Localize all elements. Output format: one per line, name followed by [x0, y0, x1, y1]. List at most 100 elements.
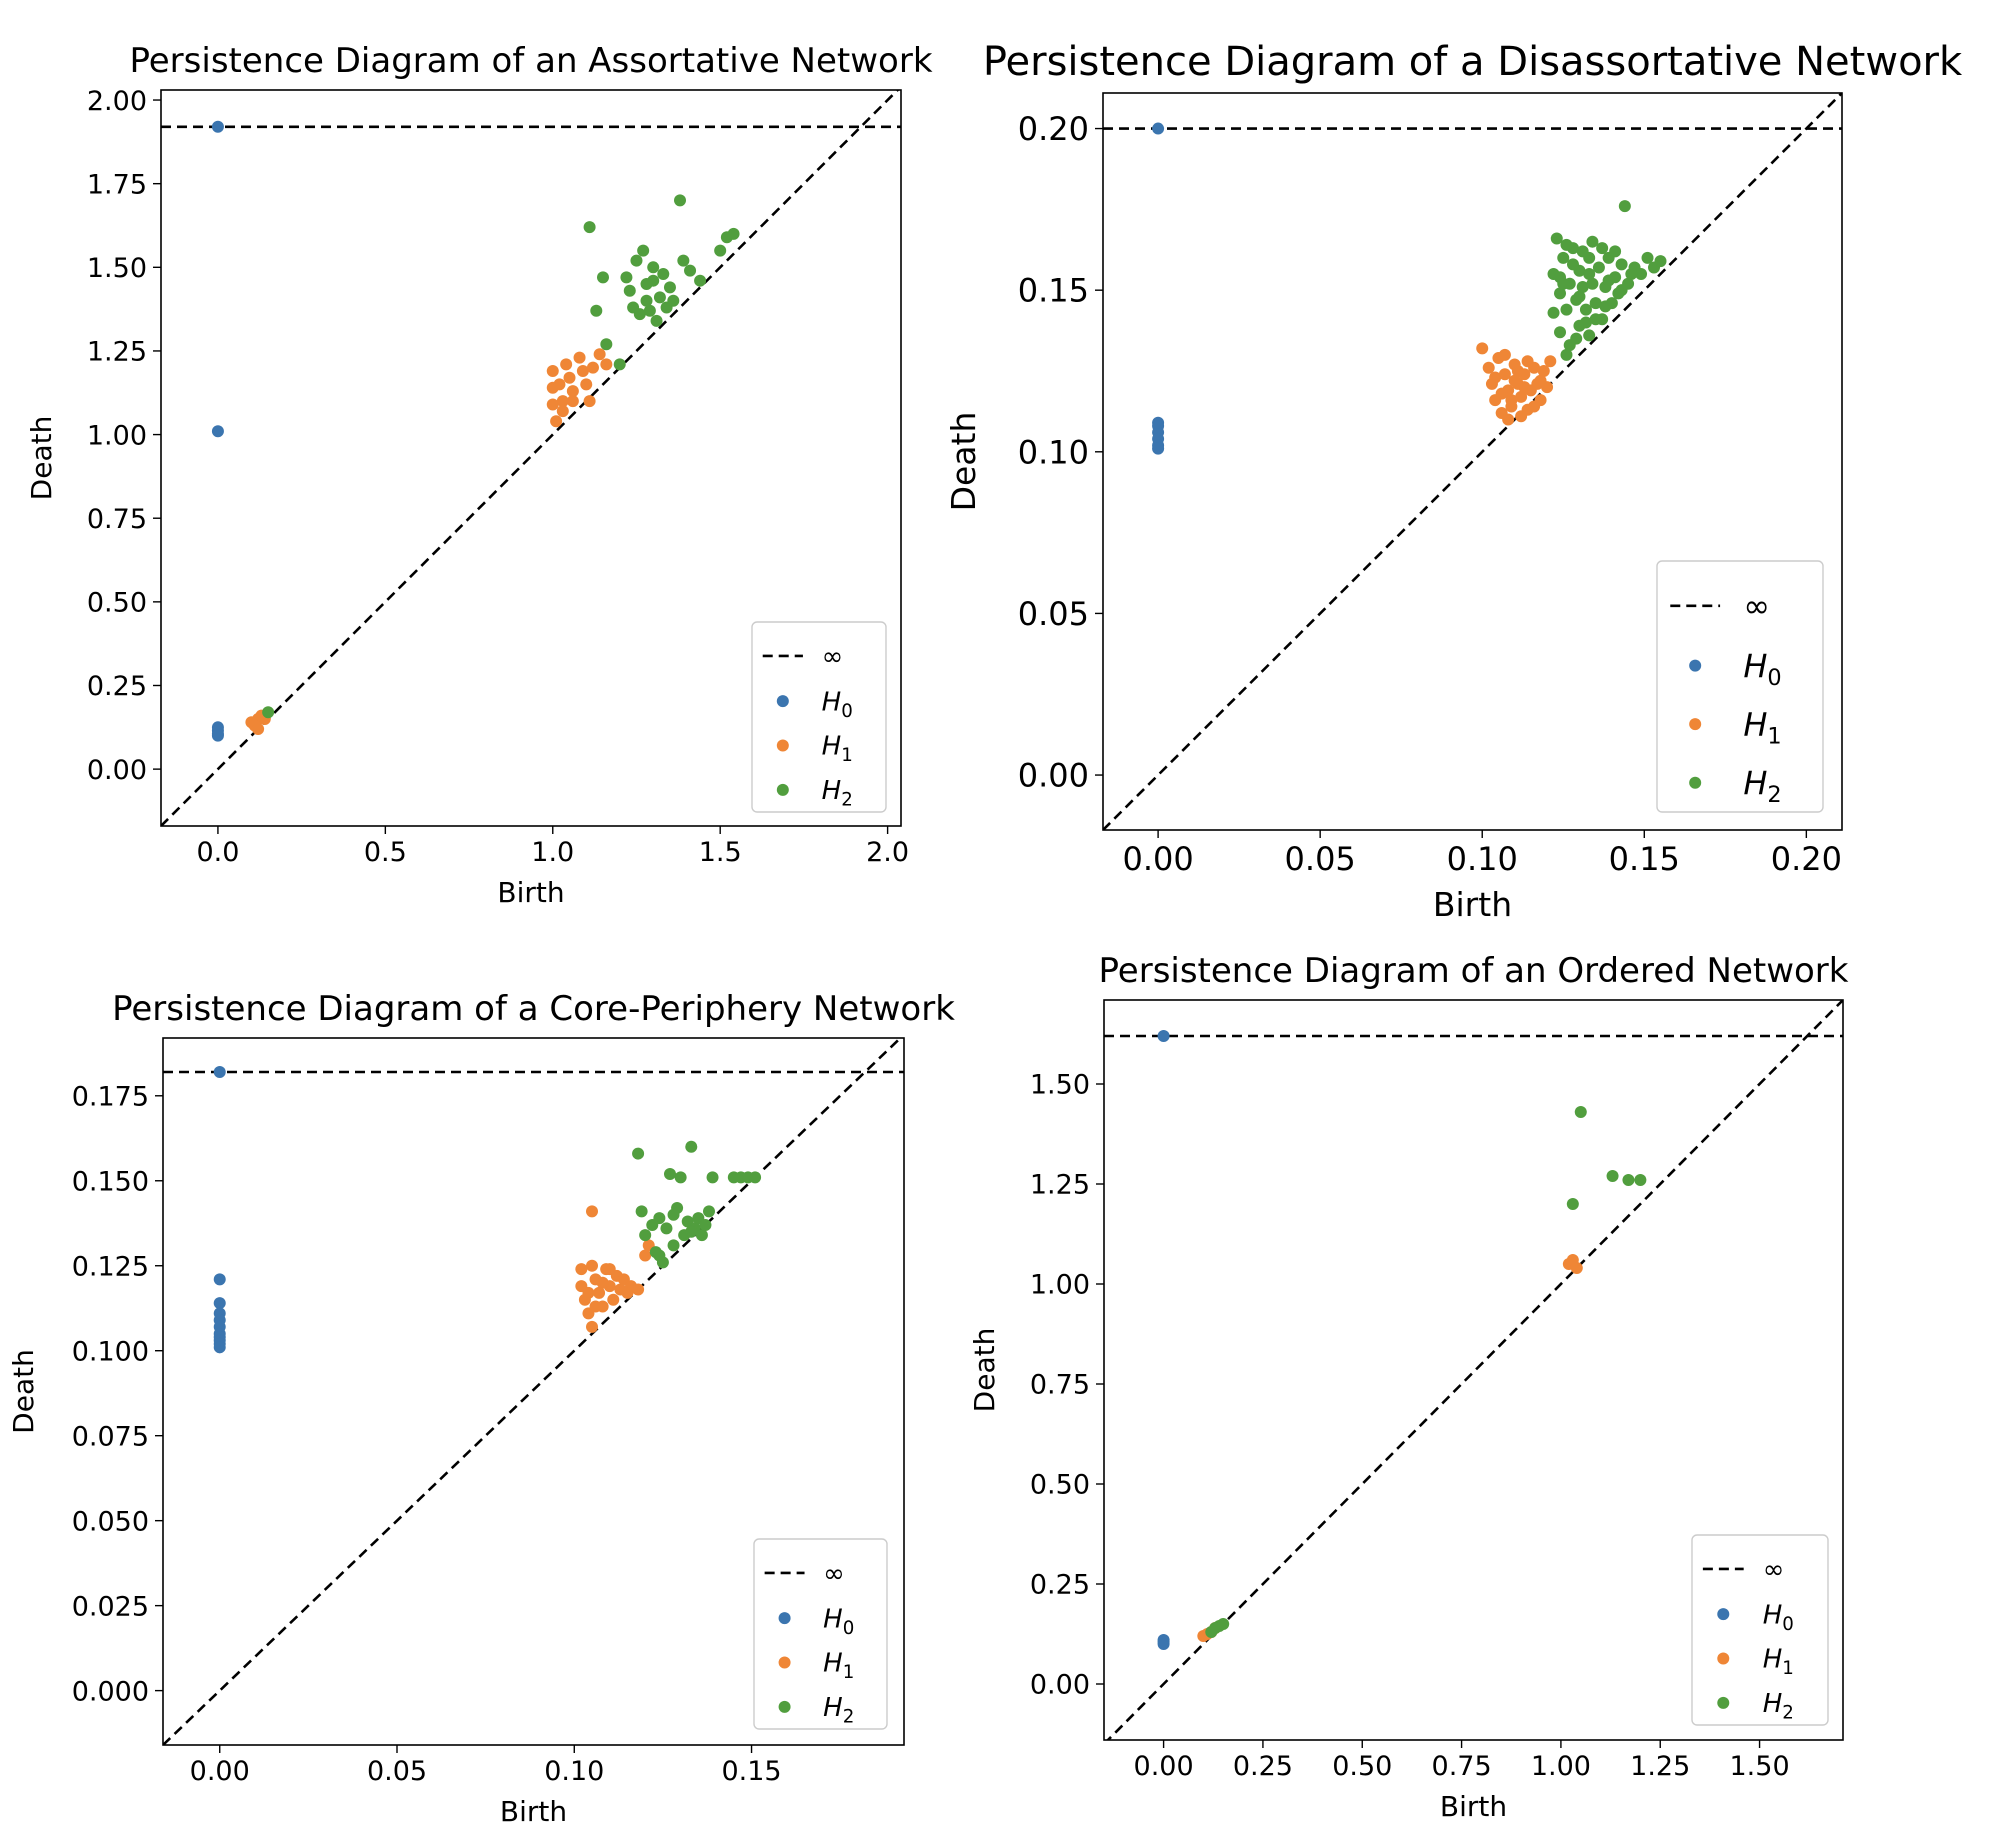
y-axis-label: Death — [968, 1328, 1001, 1413]
data-point-h1 — [1505, 394, 1518, 407]
data-point-h1 — [586, 1320, 598, 1333]
y-tick-label: 0.00 — [1030, 1670, 1090, 1701]
x-tick-label: 0.00 — [1134, 1751, 1194, 1782]
data-point-h2 — [613, 358, 626, 371]
chart-panel-4: Persistence Diagram of an Ordered Networ… — [968, 951, 1849, 1823]
data-point-h2 — [262, 706, 275, 719]
diagonal-line — [161, 90, 900, 826]
data-point-h2 — [1589, 297, 1602, 310]
x-tick-label: 0.15 — [721, 1756, 781, 1787]
data-point-h1 — [1544, 355, 1557, 368]
data-point-h2 — [703, 1205, 715, 1218]
data-point-h2 — [620, 271, 633, 284]
data-point-h2 — [1583, 268, 1596, 281]
data-point-h2 — [1592, 261, 1605, 274]
data-point-h2 — [600, 338, 613, 351]
plot-area — [1104, 1000, 1843, 1740]
x-axis-label: Birth — [1433, 885, 1512, 924]
data-point-h1 — [1537, 364, 1550, 377]
x-axis-label: Birth — [500, 1795, 567, 1828]
legend-label-h0: H0 — [822, 687, 853, 722]
legend-marker-h1 — [1689, 718, 1702, 731]
data-point-h1 — [566, 385, 579, 398]
data-point-h1 — [560, 358, 573, 371]
data-point-h2 — [685, 1225, 698, 1238]
data-point-h1 — [1515, 390, 1528, 403]
data-point-h2 — [660, 1222, 673, 1235]
y-tick-label: 1.75 — [87, 169, 147, 200]
y-tick-label: 0.25 — [1030, 1570, 1090, 1601]
data-point-h2 — [695, 1229, 708, 1242]
legend-marker-h1 — [778, 1656, 791, 1669]
data-point-h2 — [1550, 232, 1563, 245]
data-point-h1 — [1534, 374, 1547, 387]
legend-infinity-label: ∞ — [1743, 587, 1770, 625]
plot-area — [163, 1038, 904, 1745]
x-tick-label: 0.00 — [1122, 840, 1193, 878]
legend-box — [1691, 1534, 1829, 1726]
data-point-h2 — [1573, 290, 1586, 303]
data-point-h2 — [623, 284, 636, 297]
data-point-h1 — [546, 398, 559, 411]
data-point-h2 — [653, 1249, 666, 1262]
data-point-h2 — [1583, 329, 1596, 342]
data-point-h2 — [640, 278, 653, 291]
data-point-h1 — [600, 358, 613, 371]
x-tick-label: 2.0 — [866, 837, 909, 868]
data-point-h2 — [1557, 277, 1570, 290]
data-point-h2 — [1615, 258, 1628, 271]
data-point-h2 — [1560, 238, 1573, 251]
data-point-h1 — [1502, 413, 1515, 426]
data-point-h2 — [1609, 245, 1622, 258]
chart-title: Persistence Diagram of an Assortative Ne… — [129, 41, 932, 81]
legend-marker-h0 — [1717, 1608, 1730, 1621]
data-point-h1 — [575, 1263, 588, 1276]
data-point-h2 — [1586, 235, 1599, 248]
legend-marker-h1 — [776, 739, 789, 752]
data-point-h2 — [714, 244, 727, 257]
data-point-h1 — [603, 1263, 616, 1276]
data-point-h2 — [674, 194, 687, 207]
data-point-h2 — [1560, 348, 1573, 361]
x-tick-label: 0.05 — [367, 1756, 427, 1787]
data-point-h2 — [1618, 200, 1631, 213]
data-point-h1 — [1521, 355, 1534, 368]
y-tick-label: 0.50 — [87, 588, 147, 619]
legend-label-h0: H0 — [1763, 1600, 1794, 1635]
legend-marker-h1 — [1717, 1652, 1730, 1665]
x-tick-label: 1.00 — [1531, 1751, 1591, 1782]
data-point-h2 — [637, 244, 650, 257]
data-point-h2 — [1566, 1198, 1579, 1210]
data-point-h2 — [1554, 326, 1567, 339]
data-point-h2 — [1596, 242, 1609, 255]
data-point-h1 — [1482, 361, 1495, 374]
data-point-h2 — [1576, 280, 1589, 293]
y-tick-label: 2.00 — [87, 86, 147, 117]
data-point-h1 — [1498, 348, 1511, 361]
data-point-h2 — [650, 314, 663, 327]
chart-panel-2: Persistence Diagram of a Disassortative … — [944, 39, 1963, 924]
legend-marker-h2 — [1689, 776, 1702, 789]
data-point-h1 — [1489, 371, 1502, 384]
data-point-h1 — [556, 395, 569, 408]
data-point-h2 — [667, 1208, 680, 1221]
data-point-h1 — [563, 371, 576, 384]
y-tick-label: 0.15 — [1018, 272, 1089, 310]
data-point-h0 — [211, 425, 224, 438]
legend-label-h2: H2 — [823, 1693, 854, 1728]
data-point-h1 — [553, 378, 566, 391]
data-point-h2 — [1654, 255, 1667, 268]
x-tick-label: 0.25 — [1233, 1751, 1293, 1782]
data-point-h0 — [213, 1065, 226, 1078]
chart-title: Persistence Diagram of a Disassortative … — [983, 39, 1963, 85]
data-point-h0 — [211, 120, 224, 133]
y-tick-label: 0.00 — [87, 755, 147, 786]
data-point-h2 — [1574, 1106, 1587, 1118]
data-point-h2 — [653, 1212, 666, 1225]
data-point-h1 — [639, 1249, 652, 1262]
legend-label-h2: H2 — [1763, 1689, 1794, 1724]
legend-box — [753, 1538, 888, 1730]
y-tick-label: 0.10 — [1018, 433, 1089, 471]
data-point-h2 — [674, 1171, 687, 1184]
plot-area — [1103, 93, 1842, 830]
